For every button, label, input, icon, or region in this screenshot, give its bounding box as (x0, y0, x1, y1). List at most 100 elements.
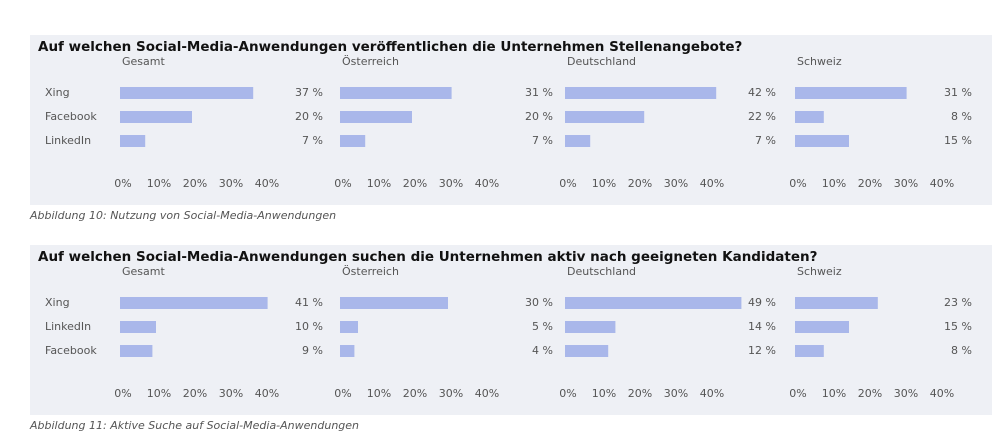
value-label: 23 % (944, 296, 972, 309)
panel-title: Gesamt (122, 265, 165, 278)
value-label: 7 % (755, 134, 776, 147)
x-tick-label: 20% (628, 177, 652, 190)
value-label: 15 % (944, 134, 972, 147)
bar (340, 111, 412, 123)
value-label: 22 % (748, 110, 776, 123)
value-label: 8 % (951, 344, 972, 357)
value-label: 20 % (295, 110, 323, 123)
value-label: 31 % (525, 86, 553, 99)
x-tick-label: 40% (475, 177, 499, 190)
bar (565, 87, 717, 99)
x-tick-label: 20% (183, 177, 207, 190)
x-tick-label: 0% (789, 177, 806, 190)
x-tick-label: 10% (147, 387, 171, 400)
x-tick-label: 40% (930, 177, 954, 190)
category-label: Facebook (45, 344, 97, 357)
x-tick-label: 40% (930, 387, 954, 400)
value-label: 42 % (748, 86, 776, 99)
x-tick-label: 0% (334, 177, 351, 190)
bar (120, 345, 153, 357)
x-tick-label: 30% (894, 387, 918, 400)
bar (340, 345, 355, 357)
x-tick-label: 10% (822, 387, 846, 400)
x-tick-label: 30% (664, 177, 688, 190)
value-label: 37 % (295, 86, 323, 99)
x-tick-label: 20% (628, 387, 652, 400)
value-label: 41 % (295, 296, 323, 309)
value-label: 15 % (944, 320, 972, 333)
x-tick-label: 0% (334, 387, 351, 400)
bar (120, 297, 268, 309)
x-tick-label: 0% (559, 177, 576, 190)
x-tick-label: 0% (114, 177, 131, 190)
bar (120, 135, 146, 147)
x-tick-label: 20% (858, 387, 882, 400)
bar (120, 87, 254, 99)
value-label: 10 % (295, 320, 323, 333)
bar (795, 87, 907, 99)
x-tick-label: 40% (700, 177, 724, 190)
bar (795, 111, 824, 123)
x-tick-label: 20% (183, 387, 207, 400)
value-label: 7 % (532, 134, 553, 147)
chart-title: Auf welchen Social-Media-Anwendungen ver… (38, 39, 742, 55)
x-tick-label: 10% (592, 177, 616, 190)
category-label: Facebook (45, 110, 97, 123)
x-tick-label: 30% (219, 177, 243, 190)
value-label: 8 % (951, 110, 972, 123)
x-tick-label: 30% (439, 177, 463, 190)
value-label: 12 % (748, 344, 776, 357)
x-tick-label: 0% (789, 387, 806, 400)
bar (795, 321, 849, 333)
bar (565, 345, 609, 357)
bar (120, 321, 156, 333)
panel-title: Österreich (342, 55, 399, 68)
x-tick-label: 40% (700, 387, 724, 400)
panel-title: Gesamt (122, 55, 165, 68)
panel-title: Österreich (342, 265, 399, 278)
bar (565, 321, 616, 333)
panel-title: Schweiz (797, 55, 842, 68)
category-label: LinkedIn (45, 320, 91, 333)
value-label: 7 % (302, 134, 323, 147)
value-label: 9 % (302, 344, 323, 357)
x-tick-label: 10% (147, 177, 171, 190)
category-label: LinkedIn (45, 134, 91, 147)
value-label: 4 % (532, 344, 553, 357)
x-tick-label: 10% (822, 177, 846, 190)
x-tick-label: 30% (664, 387, 688, 400)
panel-title: Deutschland (567, 265, 636, 278)
x-tick-label: 10% (592, 387, 616, 400)
x-tick-label: 10% (367, 387, 391, 400)
value-label: 20 % (525, 110, 553, 123)
bar (340, 297, 448, 309)
value-label: 30 % (525, 296, 553, 309)
panel-title: Schweiz (797, 265, 842, 278)
bar (340, 135, 366, 147)
caption: Abbildung 10: Nutzung von Social-Media-A… (29, 209, 336, 222)
panel-title: Deutschland (567, 55, 636, 68)
x-tick-label: 30% (439, 387, 463, 400)
x-tick-label: 20% (858, 177, 882, 190)
bar (565, 135, 591, 147)
value-label: 5 % (532, 320, 553, 333)
x-tick-label: 30% (219, 387, 243, 400)
x-tick-label: 40% (255, 177, 279, 190)
bar (795, 297, 878, 309)
x-tick-label: 40% (475, 387, 499, 400)
bar (565, 297, 742, 309)
category-label: Xing (45, 296, 70, 309)
value-label: 14 % (748, 320, 776, 333)
x-tick-label: 40% (255, 387, 279, 400)
x-tick-label: 0% (114, 387, 131, 400)
value-label: 49 % (748, 296, 776, 309)
bar (340, 321, 358, 333)
bar (340, 87, 452, 99)
bar (795, 345, 824, 357)
bar (795, 135, 849, 147)
x-tick-label: 0% (559, 387, 576, 400)
x-tick-label: 20% (403, 177, 427, 190)
x-tick-label: 20% (403, 387, 427, 400)
value-label: 31 % (944, 86, 972, 99)
